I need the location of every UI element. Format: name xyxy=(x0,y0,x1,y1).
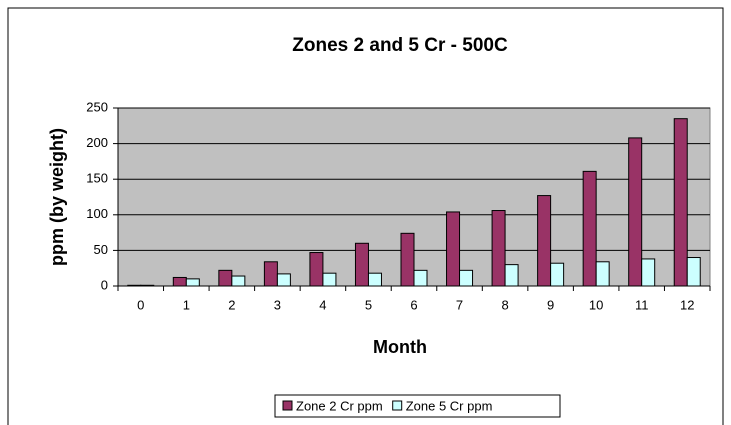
chart-title: Zones 2 and 5 Cr - 500C xyxy=(292,35,508,56)
bar xyxy=(504,264,519,287)
bar xyxy=(582,170,597,287)
bar xyxy=(127,284,142,287)
bar xyxy=(185,278,200,287)
legend-box xyxy=(274,394,561,418)
x-tick-label: 12 xyxy=(680,297,694,312)
bar xyxy=(322,272,337,287)
bar xyxy=(400,232,415,287)
x-tick-label: 2 xyxy=(228,297,235,312)
x-axis-title: Month xyxy=(373,337,427,357)
x-tick-label: 11 xyxy=(635,297,649,312)
x-tick-label: 5 xyxy=(365,297,372,312)
y-tick-label: 50 xyxy=(94,242,108,257)
bar xyxy=(537,195,552,287)
x-tick-label: 9 xyxy=(547,297,554,312)
legend-swatch xyxy=(282,400,293,411)
x-tick-label: 8 xyxy=(501,297,508,312)
bar xyxy=(354,242,369,287)
y-tick-label: 100 xyxy=(86,206,108,221)
x-tick-label: 6 xyxy=(410,297,417,312)
y-tick-label: 200 xyxy=(86,135,108,150)
x-tick-label: 10 xyxy=(589,297,603,312)
bar xyxy=(641,258,656,287)
bar xyxy=(550,262,565,287)
bar xyxy=(172,276,187,287)
bar xyxy=(673,118,688,287)
x-tick-label: 4 xyxy=(319,297,326,312)
x-tick-label: 3 xyxy=(274,297,281,312)
y-tick-label: 150 xyxy=(86,171,108,186)
y-tick-label: 250 xyxy=(86,99,108,114)
legend-label: Zone 2 Cr ppm xyxy=(296,398,383,413)
legend-label: Zone 5 Cr ppm xyxy=(406,398,493,413)
bar xyxy=(446,211,461,287)
x-tick-label: 0 xyxy=(137,297,144,312)
bar xyxy=(367,272,382,287)
bar xyxy=(231,275,246,287)
y-tick-label: 0 xyxy=(101,277,108,292)
legend-swatch xyxy=(392,400,403,411)
bar xyxy=(686,257,701,287)
bar xyxy=(263,261,278,287)
bar xyxy=(276,273,291,287)
bar xyxy=(309,252,324,287)
bar xyxy=(140,284,155,287)
y-axis-title: ppm (by weight) xyxy=(47,128,67,266)
bar xyxy=(595,261,610,287)
bar xyxy=(459,269,474,287)
x-tick-label: 1 xyxy=(183,297,190,312)
bar xyxy=(413,269,428,287)
bar xyxy=(628,137,643,287)
bar xyxy=(218,269,233,287)
x-tick-label: 7 xyxy=(456,297,463,312)
bar xyxy=(491,210,506,287)
